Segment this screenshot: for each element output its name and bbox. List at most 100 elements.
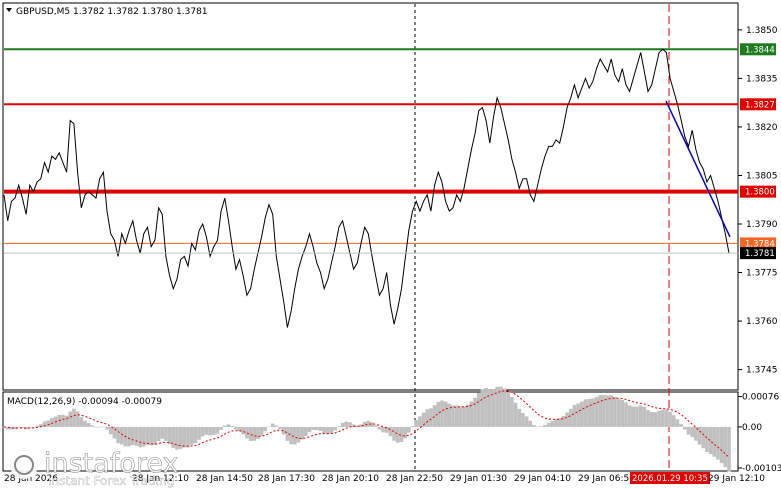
price-line — [3, 48, 730, 328]
macd-bar — [289, 426, 293, 445]
macd-bar — [646, 410, 650, 427]
macd-bar — [97, 426, 102, 428]
macd-bar — [226, 424, 231, 427]
macd-axis: 0.00076 0.00 -0.00103 — [738, 393, 781, 474]
macd-label: MACD(12,26,9) -0.00094 -0.00079 — [7, 397, 162, 407]
macd-bar — [502, 388, 507, 427]
macd-bar — [307, 426, 312, 433]
macd-bar — [245, 426, 249, 439]
macd-bar — [182, 426, 187, 448]
macd-bar — [153, 426, 157, 445]
macd-bar — [112, 426, 117, 439]
macd-bar — [443, 401, 448, 427]
macd-bar — [373, 425, 378, 427]
macd-bar — [447, 403, 452, 427]
macd-bar — [697, 426, 702, 445]
macd-bar — [694, 426, 698, 441]
macd-bar — [591, 398, 595, 427]
macd-bar — [451, 405, 455, 427]
price-tick-label: 1.3835 — [746, 74, 778, 84]
macd-bar — [653, 412, 658, 427]
macd-bar — [469, 401, 474, 427]
macd-bar — [16, 426, 21, 428]
time-tick-label: 28 Jan 17:30 — [258, 474, 315, 484]
macd-bar — [337, 426, 341, 428]
macd-bar — [546, 422, 551, 427]
macd-bar — [642, 406, 647, 427]
macd-bar — [9, 426, 14, 430]
macd-bar — [491, 388, 496, 427]
macd-bar — [134, 426, 139, 446]
macd-bar — [370, 422, 374, 427]
macd-bar — [197, 426, 201, 440]
macd-bar — [627, 405, 632, 427]
macd-bar — [366, 420, 371, 427]
level-tag-label: 1.3827 — [745, 100, 775, 110]
chart-symbol: GBPUSD,M5 — [16, 7, 70, 17]
macd-bar — [119, 426, 124, 445]
trendline[interactable] — [665, 100, 731, 238]
macd-bar — [554, 419, 558, 427]
macd-bar — [75, 411, 80, 427]
level-tag-resistance — [740, 43, 776, 56]
macd-bar — [31, 426, 36, 428]
time-tick-label: 28 Jan 14:50 — [196, 474, 253, 484]
macd-bar — [465, 404, 470, 427]
current-price-label: 1.3781 — [745, 249, 775, 259]
macd-bar — [204, 426, 209, 435]
macd-tick-label: -0.00103 — [742, 464, 781, 474]
logo-inner-icon — [14, 455, 34, 475]
price-panel[interactable] — [2, 2, 739, 391]
macd-bar — [579, 401, 584, 427]
macd-bar — [524, 416, 529, 427]
price-axis[interactable]: 1.3850 1.3835 1.3820 1.3805 1.3790 1.3775 1.37… — [738, 26, 778, 376]
macd-bar — [24, 426, 28, 430]
collapse-triangle-icon[interactable] — [6, 8, 12, 12]
price-tick-label: 1.3850 — [746, 26, 778, 36]
macd-bar — [219, 426, 223, 430]
macd-bar — [668, 411, 672, 427]
macd-bar — [340, 422, 345, 427]
macd-bar — [660, 409, 665, 427]
macd-bar — [510, 397, 514, 427]
time-cursor-tag — [630, 472, 710, 484]
macd-bar — [506, 392, 510, 427]
macd-bar — [418, 416, 422, 427]
time-tick-label: 29 Jan 06:50 — [578, 474, 635, 484]
time-axis[interactable]: 28 Jan 2026 28 Jan 12:10 28 Jan 14:50 28 Ja… — [4, 472, 765, 484]
macd-bar — [723, 426, 728, 468]
macd-bar — [429, 408, 433, 427]
macd-bar — [487, 389, 492, 427]
price-tick-label: 1.3745 — [746, 366, 778, 376]
macd-bar — [108, 426, 113, 435]
macd-bar — [705, 426, 709, 453]
macd-bar — [432, 405, 437, 427]
macd-bar — [329, 426, 334, 433]
price-tick-label: 1.3760 — [746, 317, 778, 327]
macd-bar — [609, 395, 614, 427]
macd-bar — [285, 426, 290, 441]
macd-bar — [64, 415, 69, 427]
macd-bar — [631, 406, 636, 427]
macd-bar — [156, 426, 161, 442]
macd-bar — [215, 426, 220, 434]
macd-bar — [476, 392, 481, 427]
level-tag-upper-red — [740, 98, 776, 111]
macd-bar — [543, 424, 547, 427]
macd-bar — [458, 406, 463, 427]
macd-bar — [583, 399, 588, 427]
macd-bar — [513, 402, 518, 427]
macd-bar — [270, 423, 275, 427]
macd-bar — [131, 426, 135, 445]
macd-bar — [528, 420, 533, 427]
macd-bar — [300, 426, 304, 440]
macd-bar — [572, 404, 577, 427]
macd-bar — [171, 426, 176, 448]
macd-bar — [193, 426, 198, 444]
level-tag-label: 1.3800 — [745, 188, 775, 198]
logo-tagline: Instant Forex Trading — [48, 474, 174, 488]
macd-bar — [278, 426, 282, 430]
macd-bar — [561, 416, 566, 427]
